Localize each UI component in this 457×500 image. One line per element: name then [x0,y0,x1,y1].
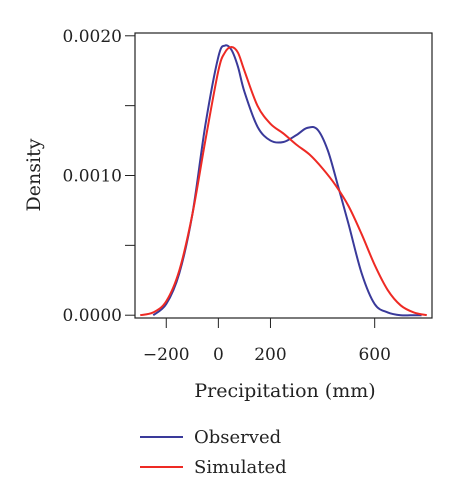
legend-label-simulated: Simulated [194,457,287,478]
legend: Observed Simulated [140,427,287,478]
y-axis-label: Density [23,138,45,211]
y-tick-label: 0.0000 [63,306,122,326]
series-line-observed [152,44,422,317]
x-axis-label: Precipitation (mm) [194,380,375,402]
axes: 0.0000 0.0010 0.0020 −200 0 200 600 [63,27,433,365]
x-tick-label: 200 [254,345,286,365]
x-tick-label: 600 [358,345,390,365]
y-tick-label: 0.0010 [63,167,122,187]
legend-label-observed: Observed [194,427,281,448]
series-line-simulated [139,45,428,317]
x-tick-label: 0 [213,345,224,365]
series-lines [139,44,428,317]
x-tick-label: −200 [143,345,190,365]
y-tick-label: 0.0020 [63,27,122,47]
